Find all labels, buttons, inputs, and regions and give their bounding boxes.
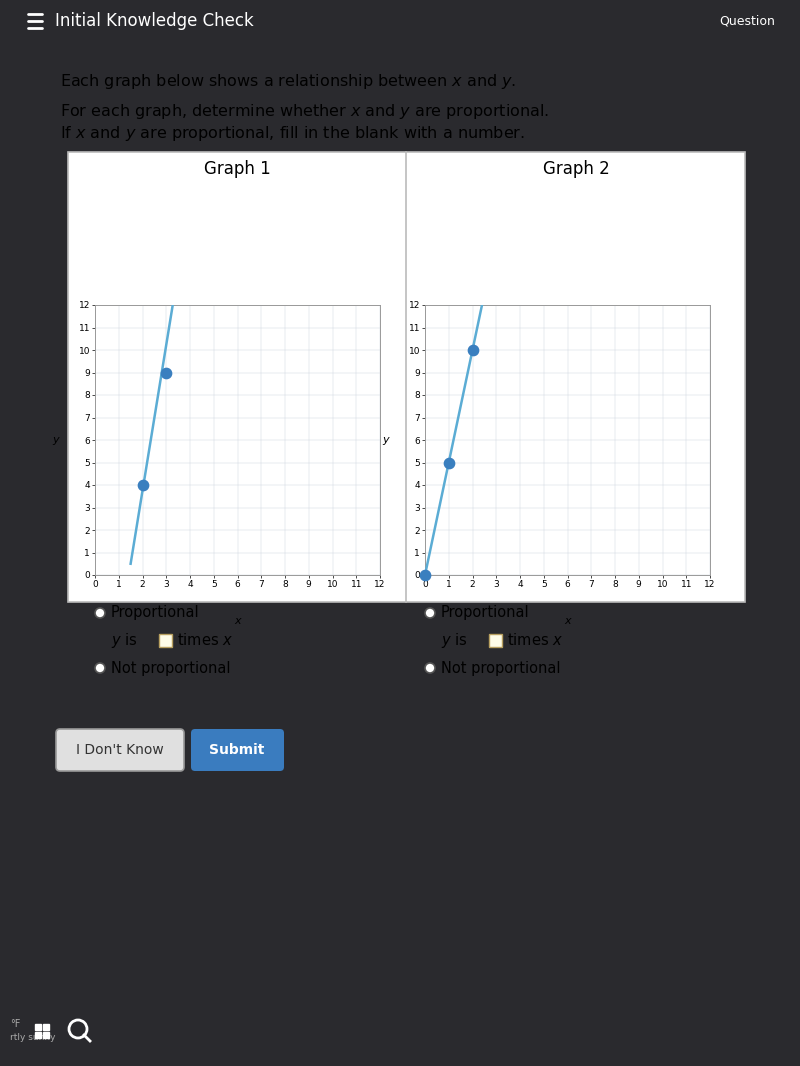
Text: Graph 1: Graph 1 — [204, 160, 270, 178]
Text: Proportional: Proportional — [111, 605, 200, 620]
Bar — [489, 633, 502, 646]
Point — [442, 454, 455, 471]
Point — [466, 341, 479, 358]
Text: Submit: Submit — [210, 743, 265, 757]
Text: x: x — [564, 615, 571, 626]
Text: Not proportional: Not proportional — [111, 661, 230, 676]
Text: Not proportional: Not proportional — [441, 661, 561, 676]
Bar — [68, 152, 745, 602]
Bar — [159, 633, 172, 646]
Text: times $x$: times $x$ — [507, 632, 563, 648]
Circle shape — [95, 608, 105, 618]
Point — [418, 566, 431, 583]
FancyBboxPatch shape — [56, 729, 184, 771]
Text: x: x — [234, 615, 241, 626]
Text: Graph 2: Graph 2 — [542, 160, 610, 178]
Text: times $x$: times $x$ — [177, 632, 233, 648]
Text: rtly sunny: rtly sunny — [10, 1034, 55, 1043]
FancyBboxPatch shape — [191, 729, 284, 771]
Bar — [43, 1024, 49, 1030]
Text: y: y — [382, 435, 390, 445]
Text: y: y — [53, 435, 59, 445]
Text: Each graph below shows a relationship between $x$ and $y$.: Each graph below shows a relationship be… — [60, 72, 516, 91]
Text: Initial Knowledge Check: Initial Knowledge Check — [55, 12, 254, 30]
Point — [160, 364, 173, 381]
Text: If $x$ and $y$ are proportional, fill in the blank with a number.: If $x$ and $y$ are proportional, fill in… — [60, 124, 525, 143]
Bar — [35, 1032, 41, 1038]
Text: I Don't Know: I Don't Know — [76, 743, 164, 757]
Text: °F: °F — [10, 1019, 20, 1029]
Bar — [43, 1032, 49, 1038]
Text: $y$ is: $y$ is — [441, 630, 468, 649]
Text: Proportional: Proportional — [441, 605, 530, 620]
Text: Question: Question — [719, 15, 775, 28]
Bar — [35, 1024, 41, 1030]
Circle shape — [425, 663, 435, 673]
Point — [136, 477, 149, 494]
Text: For each graph, determine whether $x$ and $y$ are proportional.: For each graph, determine whether $x$ an… — [60, 102, 549, 122]
Circle shape — [95, 663, 105, 673]
Text: $y$ is: $y$ is — [111, 630, 138, 649]
Circle shape — [425, 608, 435, 618]
